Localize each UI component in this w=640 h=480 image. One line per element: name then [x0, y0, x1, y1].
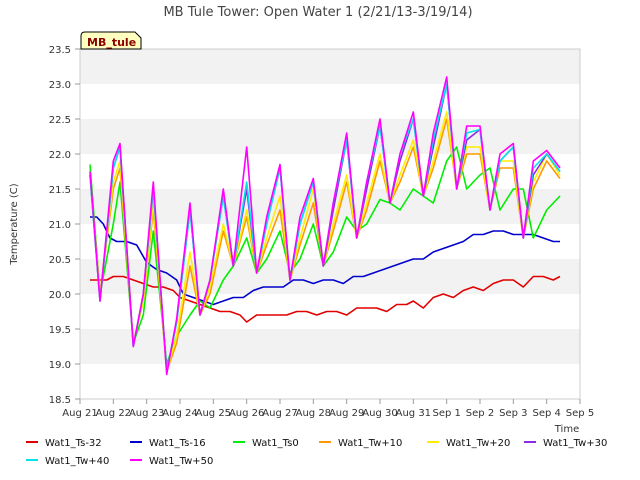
legend-label: Wat1_Tw+10	[338, 438, 402, 449]
x-tick-label: Aug 31	[396, 408, 431, 419]
legend: Wat1_Ts-32 Wat1_Ts-16 Wat1_Ts0 Wat1_Tw+10 Wa…	[26, 438, 607, 467]
y-tick-label: 21.5	[49, 185, 71, 196]
y-tick-label: 22.0	[49, 150, 71, 161]
x-tick-label: Sep 4	[532, 408, 560, 419]
y-tick-label: 19.0	[49, 360, 71, 371]
site-badge: MB_tule	[80, 31, 142, 50]
x-tick-label: Aug 25	[196, 408, 231, 419]
x-tick-label: Aug 23	[129, 408, 164, 419]
y-tick-label: 23.5	[49, 45, 71, 56]
x-tick-label: Sep 5	[566, 408, 594, 419]
x-tick-label: Aug 30	[362, 408, 397, 419]
site-label: MB_tule	[87, 36, 136, 49]
x-tick-label: Aug 22	[96, 408, 131, 419]
grid-band	[80, 119, 580, 154]
grid-band	[80, 259, 580, 294]
x-tick-label: Sep 3	[499, 408, 527, 419]
grid-band	[80, 329, 580, 364]
series-line-wat1-tw-50	[89, 76, 561, 376]
x-tick-label: Aug 21	[62, 408, 97, 419]
legend-label: Wat1_Ts0	[252, 438, 299, 449]
y-tick-label: 22.5	[49, 115, 71, 126]
x-tick-label: Aug 27	[262, 408, 297, 419]
series-line-wat1-ts-32	[90, 275, 561, 323]
y-tick-label: 23.0	[49, 80, 71, 91]
legend-label: Wat1_Tw+40	[45, 456, 109, 467]
x-tick-label: Aug 28	[296, 408, 331, 419]
y-tick-label: 18.5	[49, 395, 71, 406]
y-tick-label: 21.0	[49, 220, 71, 231]
series-layer	[89, 76, 561, 376]
y-tick-label: 19.5	[49, 325, 71, 336]
x-tick-label: Aug 26	[229, 408, 264, 419]
y-axis-label: Temperature (C)	[9, 183, 20, 265]
legend-label: Wat1_Tw+50	[149, 456, 213, 467]
legend-label: Wat1_Tw+20	[446, 438, 510, 449]
y-tick-label: 20.5	[49, 255, 71, 266]
legend-label: Wat1_Ts-16	[149, 438, 206, 449]
x-tick-label: Aug 24	[162, 408, 197, 419]
x-axis-label: Time	[554, 424, 579, 435]
legend-label: Wat1_Ts-32	[45, 438, 102, 449]
legend-label: Wat1_Tw+30	[543, 438, 607, 449]
y-axis-ticks: 18.5 19.0 19.5 20.0 20.5 21.0 21.5 22.0 22.5 23.0…	[49, 45, 80, 406]
x-tick-label: Aug 29	[329, 408, 364, 419]
x-tick-label: Sep 1	[432, 408, 460, 419]
grid-band	[80, 49, 580, 84]
x-tick-label: Sep 2	[466, 408, 494, 419]
y-tick-label: 20.0	[49, 290, 71, 301]
chart-title: MB Tule Tower: Open Water 1 (2/21/13-3/1…	[163, 5, 472, 20]
